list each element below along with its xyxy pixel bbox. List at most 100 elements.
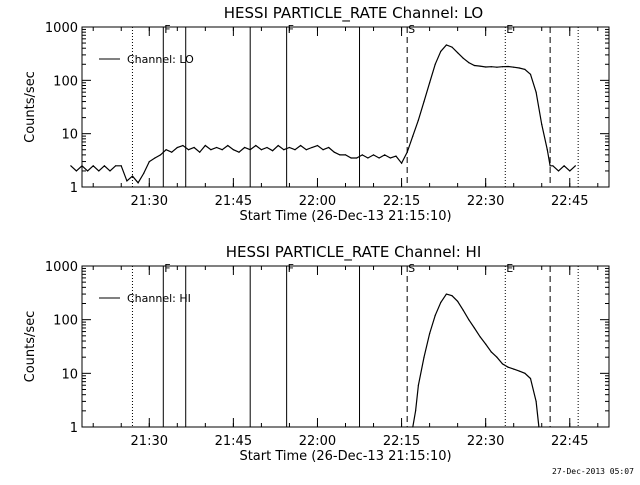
- data-point: [557, 170, 560, 172]
- data-point: [429, 82, 431, 84]
- x-tick-label: 21:45: [215, 434, 252, 449]
- x-tick-label: 21:30: [131, 434, 168, 449]
- data-point: [333, 151, 335, 153]
- data-point: [193, 146, 195, 149]
- data-point: [294, 149, 296, 151]
- data-point: [546, 149, 548, 151]
- data-point: [238, 151, 240, 153]
- data-point: [204, 144, 206, 147]
- data-point: [244, 146, 246, 149]
- data-point: [513, 368, 515, 370]
- data-point: [311, 146, 313, 149]
- data-point: [569, 170, 571, 172]
- data-point: [423, 101, 425, 103]
- data-point: [283, 149, 285, 151]
- chart-title: HESSI PARTICLE_RATE Channel: HI: [226, 243, 482, 262]
- y-tick-label: 1: [70, 181, 78, 196]
- plot-frame: [81, 26, 610, 188]
- data-point: [535, 91, 537, 93]
- data-point: [479, 65, 481, 67]
- data-point: [552, 165, 554, 167]
- x-tick-label: 22:30: [467, 194, 504, 209]
- y-axis-label: Counts/sec: [23, 311, 38, 383]
- x-tick-label: 22:00: [299, 194, 336, 209]
- data-point: [131, 175, 134, 177]
- event-marker-label: E: [506, 262, 513, 275]
- event-marker-label: E: [506, 23, 513, 36]
- data-point: [440, 301, 442, 303]
- data-point: [232, 149, 234, 151]
- event-marker-label: S: [408, 23, 415, 36]
- data-point: [417, 384, 419, 386]
- data-point: [176, 146, 178, 149]
- chart-panel-1: HESSI PARTICLE_RATE Channel: HI Counts/se…: [23, 243, 610, 464]
- data-point: [490, 351, 492, 353]
- data-point: [255, 144, 257, 147]
- data-point: [563, 165, 565, 167]
- data-point: [75, 170, 77, 172]
- data-point: [423, 356, 425, 358]
- data-point: [98, 170, 100, 172]
- data-point: [518, 67, 520, 69]
- x-tick-label: 22:00: [299, 434, 336, 449]
- y-tick-label: 1: [70, 421, 78, 436]
- data-point: [249, 149, 251, 151]
- x-tick-label: 22:15: [383, 434, 420, 449]
- data-point: [165, 149, 167, 151]
- data-point: [199, 151, 201, 153]
- data-point: [322, 149, 324, 151]
- data-point: [574, 165, 577, 167]
- data-point: [485, 66, 487, 68]
- data-point: [501, 363, 504, 365]
- data-point: [339, 154, 341, 156]
- data-point: [361, 154, 363, 156]
- data-point: [401, 162, 403, 164]
- data-point: [143, 172, 145, 174]
- data-point: [344, 154, 347, 156]
- data-point: [457, 52, 459, 54]
- data-point: [154, 157, 156, 159]
- data-point: [109, 170, 111, 172]
- data-point: [389, 157, 391, 159]
- data-point: [395, 155, 397, 157]
- data-point: [356, 157, 358, 159]
- data-point: [210, 149, 212, 151]
- y-tick-label: 1000: [45, 260, 78, 275]
- data-point: [507, 65, 509, 68]
- data-point: [462, 57, 464, 59]
- data-point: [187, 149, 190, 151]
- data-point: [305, 149, 307, 151]
- data-point: [415, 410, 417, 412]
- y-tick-label: 10: [61, 128, 78, 143]
- data-point: [507, 366, 509, 368]
- data-point: [406, 151, 408, 153]
- event-marker-label: S: [408, 262, 415, 275]
- data-point: [227, 144, 229, 147]
- x-tick-label: 22:30: [467, 434, 504, 449]
- y-axis-label: Counts/sec: [23, 71, 38, 143]
- data-point: [126, 180, 128, 182]
- data-point: [479, 336, 481, 338]
- data-point: [529, 377, 532, 380]
- data-point: [115, 165, 117, 167]
- data-point: [221, 149, 223, 151]
- data-point: [70, 165, 72, 167]
- data-point: [440, 50, 442, 52]
- data-point: [496, 356, 498, 358]
- event-marker-label: F: [164, 262, 170, 275]
- data-point: [350, 157, 352, 159]
- legend-label: Channel: HI: [127, 292, 191, 305]
- data-point: [171, 151, 173, 153]
- data-point: [417, 119, 419, 121]
- event-marker-label: F: [288, 23, 294, 36]
- data-point: [372, 154, 375, 156]
- y-tick-label: 100: [53, 74, 78, 89]
- data-point: [473, 64, 475, 67]
- chart-panel-0: HESSI PARTICLE_RATE Channel: LO Counts/se…: [23, 4, 610, 224]
- data-point: [468, 319, 470, 321]
- data-point: [316, 144, 319, 147]
- data-point: [490, 66, 492, 68]
- data-point: [549, 165, 551, 167]
- data-point: [524, 372, 526, 374]
